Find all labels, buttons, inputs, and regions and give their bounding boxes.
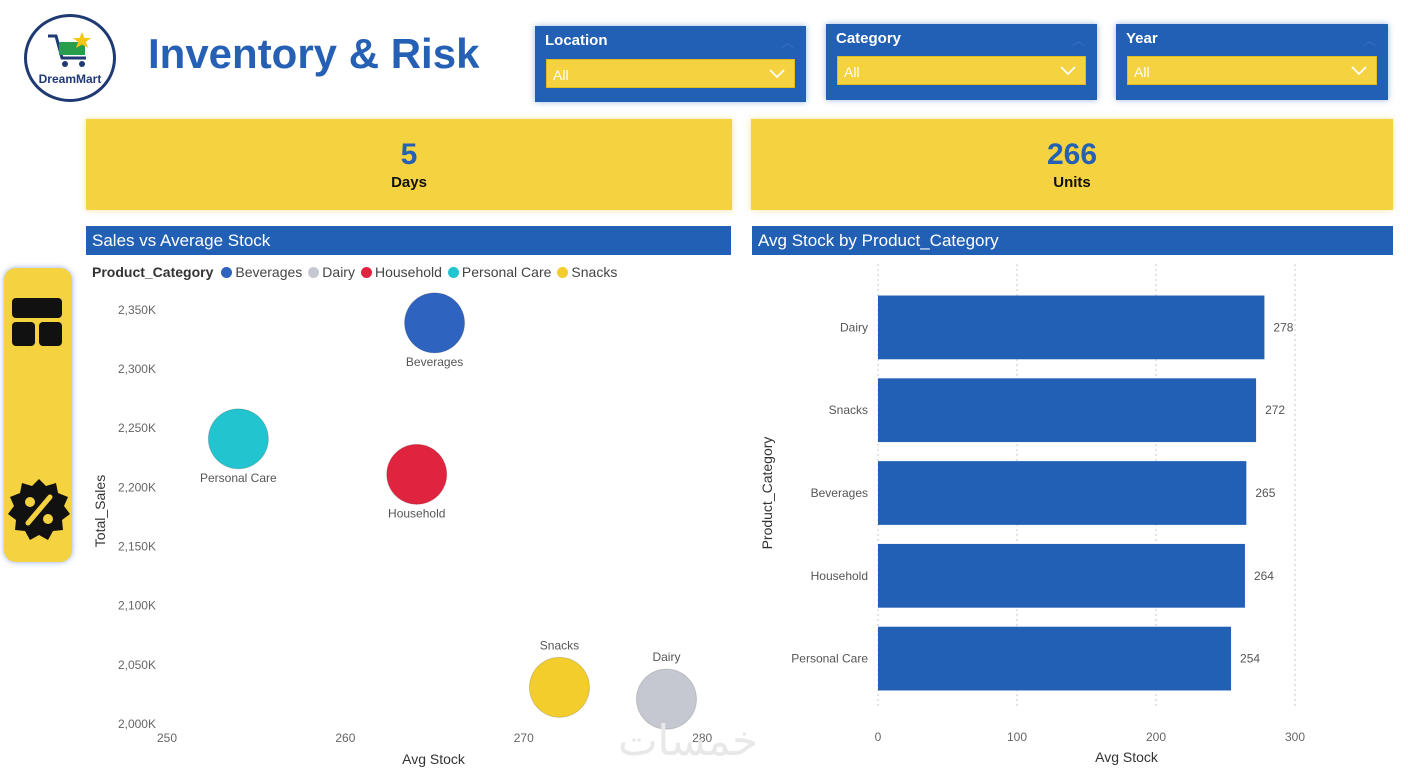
location-slicer[interactable]: Location ︿ All — [535, 26, 806, 102]
category-label: Personal Care — [791, 652, 868, 666]
location-dropdown[interactable]: All — [546, 59, 795, 88]
scatter-point-snacks[interactable] — [528, 656, 590, 718]
logo-text: DreamMart — [38, 72, 102, 86]
category-dropdown-value: All — [844, 64, 860, 80]
year-slicer-label: Year — [1126, 30, 1158, 47]
bar-beverages[interactable] — [878, 461, 1247, 525]
chevron-down-icon[interactable] — [1350, 63, 1368, 77]
units-kpi-label: Units — [1053, 174, 1091, 191]
legend-item-household[interactable]: Household — [360, 264, 442, 280]
x-tick-label: 280 — [692, 731, 712, 745]
days-kpi-label: Days — [391, 174, 427, 191]
scatter-point-household[interactable] — [386, 443, 448, 505]
x-tick-label: 250 — [157, 731, 177, 745]
scatter-point-personal-care[interactable] — [207, 408, 269, 470]
y-tick-label: 2,200K — [118, 480, 156, 494]
category-label: Household — [811, 569, 868, 583]
units-kpi-value: 266 — [1046, 138, 1098, 171]
year-slicer[interactable]: Year ︿ All — [1116, 24, 1388, 100]
legend-dot — [308, 266, 320, 278]
bar-personal-care[interactable] — [878, 626, 1232, 691]
x-tick-label: 0 — [875, 730, 882, 744]
data-label: Household — [388, 506, 445, 520]
y-tick-label: 2,050K — [118, 658, 156, 672]
chevron-down-icon[interactable] — [768, 66, 786, 80]
dashboard-grid-icon[interactable] — [10, 296, 64, 350]
year-dropdown[interactable]: All — [1127, 56, 1377, 85]
legend-dot — [221, 266, 233, 278]
category-label: Dairy — [840, 320, 868, 334]
bar-household[interactable] — [878, 543, 1245, 608]
legend-title: Product_Category — [92, 264, 214, 280]
legend-dot — [360, 266, 372, 278]
data-label: 254 — [1240, 652, 1260, 666]
category-slicer[interactable]: Category ︿ All — [826, 24, 1097, 100]
sales-vs-stock-scatter-chart: 2,000K 2,050K 2,100K 2,150K 2,200K 2,250K 2,30… — [92, 292, 712, 767]
data-label: Snacks — [540, 638, 579, 652]
legend-item-dairy[interactable]: Dairy — [308, 264, 355, 280]
days-kpi-value: 5 — [400, 138, 418, 171]
y-tick-label: 2,150K — [118, 540, 156, 554]
legend-label: Household — [374, 264, 442, 280]
legend-label: Personal Care — [461, 264, 552, 280]
data-label: 264 — [1254, 569, 1274, 583]
data-label: Beverages — [406, 355, 463, 369]
chevron-down-icon[interactable] — [1059, 63, 1077, 77]
x-tick-label: 200 — [1146, 730, 1166, 744]
y-tick-label: 2,250K — [118, 421, 156, 435]
y-tick-label: 2,100K — [118, 599, 156, 613]
category-label: Beverages — [811, 486, 868, 500]
nav-rail — [4, 268, 72, 562]
legend-label: Snacks — [571, 264, 618, 280]
bar-chart-title: Avg Stock by Product_Category — [752, 226, 1393, 255]
y-axis-title: Total_Sales — [92, 475, 108, 547]
bar-dairy[interactable] — [878, 295, 1265, 360]
page-title: Inventory & Risk — [148, 30, 480, 77]
legend-item-snacks[interactable]: Snacks — [557, 264, 617, 280]
collapse-icon[interactable]: ︿ — [780, 36, 794, 51]
x-axis-title: Avg Stock — [1095, 749, 1159, 765]
shopping-cart-icon — [48, 32, 91, 67]
y-tick-label: 2,000K — [118, 717, 156, 731]
scatter-chart-title: Sales vs Average Stock — [86, 226, 731, 255]
discount-badge-icon[interactable] — [6, 477, 72, 543]
x-tick-label: 300 — [1285, 730, 1305, 744]
location-slicer-label: Location — [545, 32, 608, 49]
y-tick-label: 2,350K — [118, 303, 156, 317]
x-tick-label: 100 — [1007, 730, 1027, 744]
collapse-icon[interactable]: ︿ — [1362, 34, 1376, 49]
bar-snacks[interactable] — [878, 378, 1257, 443]
avg-stock-bar-chart: 0 100 200 300 Avg Stock Product_Category Dairy… — [759, 264, 1305, 765]
collapse-icon[interactable]: ︿ — [1071, 34, 1085, 49]
data-label: Dairy — [652, 650, 680, 664]
scatter-point-dairy[interactable] — [635, 668, 697, 730]
scatter-legend: Product_Category Beverages Dairy Househo… — [92, 264, 623, 280]
data-label: 265 — [1255, 486, 1275, 500]
scatter-point-beverages[interactable] — [404, 292, 466, 354]
year-dropdown-value: All — [1134, 64, 1150, 80]
legend-item-beverages[interactable]: Beverages — [221, 264, 302, 280]
legend-dot — [557, 266, 569, 278]
y-tick-label: 2,300K — [118, 362, 156, 376]
category-dropdown[interactable]: All — [837, 56, 1086, 85]
legend-label: Beverages — [235, 264, 303, 280]
y-axis-title: Product_Category — [759, 437, 775, 550]
x-tick-label: 260 — [335, 731, 355, 745]
data-label: Personal Care — [200, 471, 277, 485]
watermark: خمسات — [618, 716, 759, 765]
dreammart-logo: DreamMart — [24, 14, 116, 102]
days-kpi-card: 5 Days — [86, 119, 732, 210]
units-kpi-card: 266 Units — [751, 119, 1393, 210]
legend-label: Dairy — [322, 264, 355, 280]
x-tick-label: 270 — [514, 731, 534, 745]
legend-item-personal-care[interactable]: Personal Care — [447, 264, 552, 280]
location-dropdown-value: All — [553, 67, 569, 83]
category-label: Snacks — [829, 403, 868, 417]
data-label: 278 — [1273, 320, 1293, 334]
category-slicer-label: Category — [836, 30, 902, 47]
legend-dot — [447, 266, 459, 278]
data-label: 272 — [1265, 403, 1285, 417]
x-axis-title: Avg Stock — [402, 751, 466, 767]
